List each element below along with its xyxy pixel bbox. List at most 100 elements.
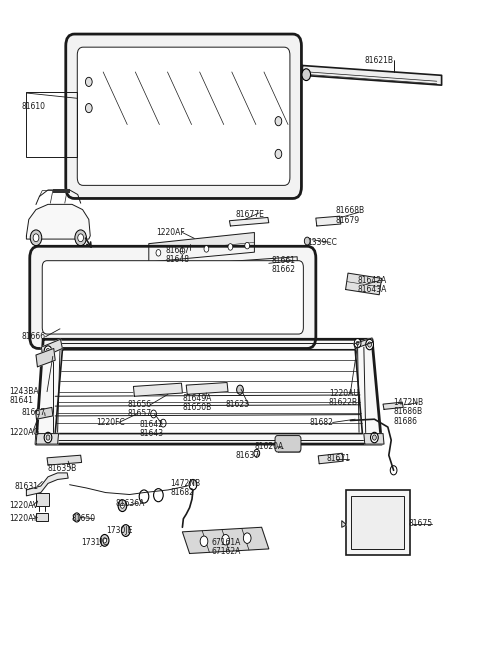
Polygon shape [133,383,182,396]
Text: 81642A: 81642A [358,276,387,285]
Circle shape [302,69,311,81]
Text: 81667: 81667 [22,408,46,417]
Circle shape [354,339,361,348]
Text: 81657: 81657 [127,409,151,419]
Circle shape [390,466,397,475]
Circle shape [151,410,156,418]
Circle shape [189,479,197,490]
Text: 81621B: 81621B [365,56,394,65]
Text: 1220AU: 1220AU [329,388,359,398]
Polygon shape [318,453,343,464]
Circle shape [275,117,282,126]
Text: 1220AY: 1220AY [10,514,38,523]
Circle shape [85,77,92,86]
Circle shape [121,525,130,536]
Circle shape [200,536,208,546]
Text: 1243BA: 1243BA [10,387,39,396]
Polygon shape [302,66,442,85]
Circle shape [372,435,376,440]
Text: 67162A: 67162A [211,547,240,556]
Circle shape [371,432,378,443]
Text: 81682: 81682 [170,488,194,497]
Circle shape [180,248,185,254]
Circle shape [73,513,80,522]
Text: 81686B: 81686B [394,407,423,417]
Text: 81650: 81650 [71,514,95,523]
Polygon shape [149,233,254,262]
Polygon shape [354,338,373,348]
Circle shape [204,246,209,252]
Circle shape [275,149,282,159]
Circle shape [243,533,251,544]
Text: 1472NB: 1472NB [170,479,201,488]
Circle shape [103,538,107,543]
Circle shape [254,449,260,457]
Circle shape [78,234,84,242]
Text: 81656: 81656 [127,400,151,409]
Text: 81647: 81647 [166,246,190,255]
Circle shape [37,411,42,417]
Circle shape [356,341,359,345]
Text: 1220FC: 1220FC [96,418,125,427]
Circle shape [44,432,52,443]
Circle shape [46,348,50,354]
FancyBboxPatch shape [42,261,303,334]
Text: 81668B: 81668B [336,206,365,215]
Circle shape [139,388,144,394]
Text: 81622B: 81622B [329,398,358,407]
Polygon shape [346,273,382,295]
Polygon shape [47,455,82,465]
Circle shape [100,534,109,546]
Text: 81686: 81686 [394,417,418,426]
Text: 1730JE: 1730JE [107,526,133,535]
Polygon shape [342,521,346,527]
Text: 81636A: 81636A [115,498,144,508]
Circle shape [156,250,161,256]
Text: 81682: 81682 [310,418,334,427]
Text: 81679: 81679 [336,215,360,225]
Bar [53,189,70,193]
Circle shape [368,342,372,347]
Text: 1220AF: 1220AF [156,228,185,237]
Text: 81610: 81610 [22,102,46,111]
Text: 81643: 81643 [139,429,163,438]
Circle shape [222,534,229,545]
Circle shape [85,103,92,113]
Text: 81623: 81623 [226,400,250,409]
Polygon shape [182,527,269,553]
Polygon shape [186,383,228,394]
Circle shape [44,346,52,356]
Circle shape [30,230,42,246]
Circle shape [46,435,50,440]
Circle shape [236,263,240,269]
Text: 81650B: 81650B [182,403,212,412]
Circle shape [154,489,163,502]
Circle shape [288,260,292,265]
Circle shape [75,230,86,246]
Text: 1731JC: 1731JC [82,538,108,547]
FancyBboxPatch shape [30,246,316,348]
Polygon shape [36,339,382,444]
Circle shape [228,244,233,250]
Polygon shape [364,434,384,444]
Text: 81620A: 81620A [254,442,284,451]
Text: 81662: 81662 [271,265,295,274]
Circle shape [304,237,310,245]
Polygon shape [316,216,341,226]
Polygon shape [55,350,362,434]
Circle shape [245,242,250,249]
Text: 1220AG: 1220AG [10,428,40,437]
FancyBboxPatch shape [275,436,301,452]
Text: 1339CC: 1339CC [307,238,337,247]
Text: 81631: 81631 [14,481,38,491]
Polygon shape [26,473,68,496]
Polygon shape [26,204,90,239]
Bar [36,513,48,521]
Text: 81635B: 81635B [48,464,77,474]
Polygon shape [229,217,269,226]
Text: 81648: 81648 [166,255,190,264]
Polygon shape [36,348,55,367]
Bar [346,490,410,555]
Polygon shape [230,257,298,272]
Polygon shape [277,439,300,452]
